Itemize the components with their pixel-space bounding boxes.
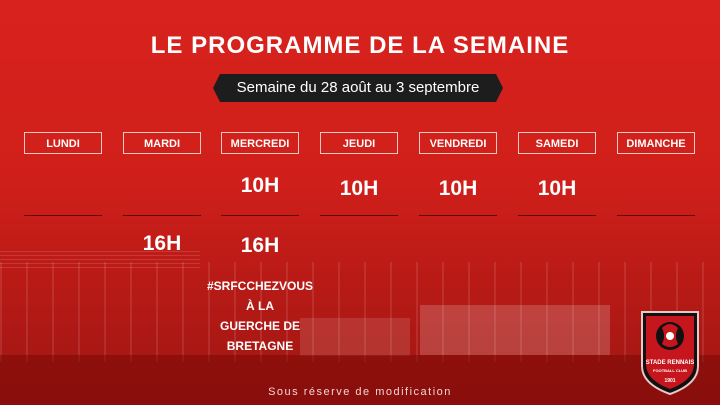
divider-vendredi — [419, 215, 497, 216]
page-title: LE PROGRAMME DE LA SEMAINE — [150, 32, 570, 59]
day-header-vendredi: VENDREDI — [419, 132, 497, 154]
day-header-samedi: SAMEDI — [518, 132, 596, 154]
note-line3: GUERCHE DE BRETAGNE — [219, 319, 300, 353]
location-note: #SRFCCHEZVOUS À LA GUERCHE DE BRETAGNE — [200, 276, 320, 356]
divider-samedi — [518, 215, 596, 216]
week-badge: Semaine du 28 août au 3 septembre — [213, 74, 503, 102]
footer-disclaimer: Sous réserve de modification — [268, 386, 452, 398]
day-header-dimanche: DIMANCHE — [617, 132, 695, 154]
session-samedi-morning: 10H — [537, 177, 577, 200]
background-house-left — [300, 318, 410, 356]
background-roof — [0, 250, 200, 268]
divider-lundi — [24, 215, 102, 216]
crest-name: STADE RENNAIS — [645, 360, 695, 366]
session-jeudi-morning: 10H — [339, 177, 379, 200]
day-header-mardi: MARDI — [123, 132, 201, 154]
note-hashtag: #SRFCCHEZVOUS — [206, 279, 313, 293]
crest-subtitle: FOOTBALL CLUB — [653, 368, 687, 373]
session-mercredi-morning: 10H — [240, 174, 280, 197]
divider-jeudi — [320, 215, 398, 216]
background-building — [0, 262, 720, 362]
session-vendredi-morning: 10H — [438, 177, 478, 200]
crest-shield-icon — [641, 311, 699, 396]
divider-mardi — [123, 215, 201, 216]
background-house — [420, 305, 610, 355]
day-header-lundi: LUNDI — [24, 132, 102, 154]
day-header-jeudi: JEUDI — [320, 132, 398, 154]
note-line2: À LA — [246, 299, 274, 313]
session-mercredi-afternoon: 16H — [240, 234, 280, 257]
session-mardi-afternoon: 16H — [142, 232, 182, 255]
divider-mercredi — [221, 215, 299, 216]
background-ground — [0, 355, 720, 405]
crest-year: 1901 — [664, 378, 676, 384]
day-header-mercredi: MERCREDI — [221, 132, 299, 154]
club-crest-logo: STADE RENNAIS FOOTBALL CLUB 1901 — [638, 308, 702, 396]
divider-dimanche — [617, 215, 695, 216]
